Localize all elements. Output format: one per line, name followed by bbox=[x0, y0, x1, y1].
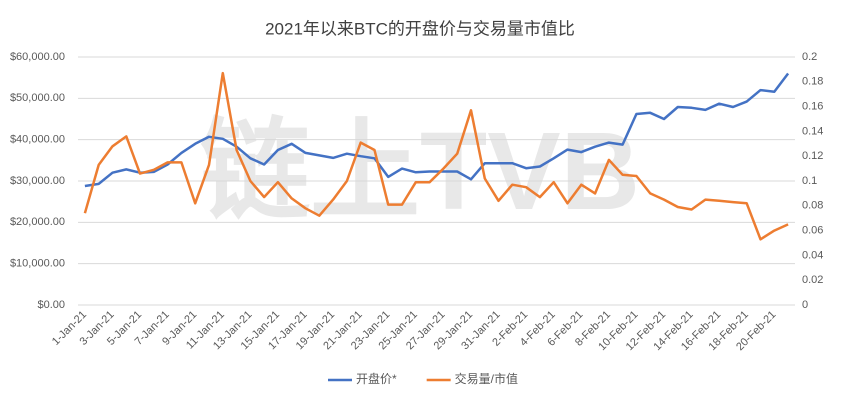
y2-tick-label: 0.06 bbox=[802, 225, 823, 237]
chart-title: 2021年以来BTC的开盘价与交易量市值比 bbox=[265, 19, 575, 38]
y2-tick-label: 0.04 bbox=[802, 249, 823, 261]
legend-label: 交易量/市值 bbox=[455, 371, 518, 386]
y-tick-label: $60,000.00 bbox=[10, 51, 65, 63]
y2-tick-label: 0.02 bbox=[802, 274, 823, 286]
y2-tick-label: 0.14 bbox=[802, 125, 823, 137]
y-tick-label: $10,000.00 bbox=[10, 258, 65, 270]
y2-tick-label: 0.2 bbox=[802, 51, 817, 63]
y2-tick-label: 0.12 bbox=[802, 150, 823, 162]
series-line bbox=[84, 72, 790, 188]
y-tick-label: $40,000.00 bbox=[10, 134, 65, 146]
legend-label: 开盘价* bbox=[356, 371, 397, 386]
y-tick-label: $50,000.00 bbox=[10, 92, 65, 104]
series-line bbox=[83, 71, 789, 241]
y-tick-label: $0.00 bbox=[37, 299, 65, 311]
y2-tick-label: 0.16 bbox=[802, 101, 823, 113]
y-tick-label: $30,000.00 bbox=[10, 175, 65, 187]
y2-tick-label: 0.18 bbox=[802, 76, 823, 88]
y2-tick-label: 0 bbox=[802, 299, 808, 311]
y2-tick-label: 0.1 bbox=[802, 175, 817, 187]
y2-tick-label: 0.08 bbox=[802, 200, 823, 212]
y-tick-label: $20,000.00 bbox=[10, 216, 65, 228]
